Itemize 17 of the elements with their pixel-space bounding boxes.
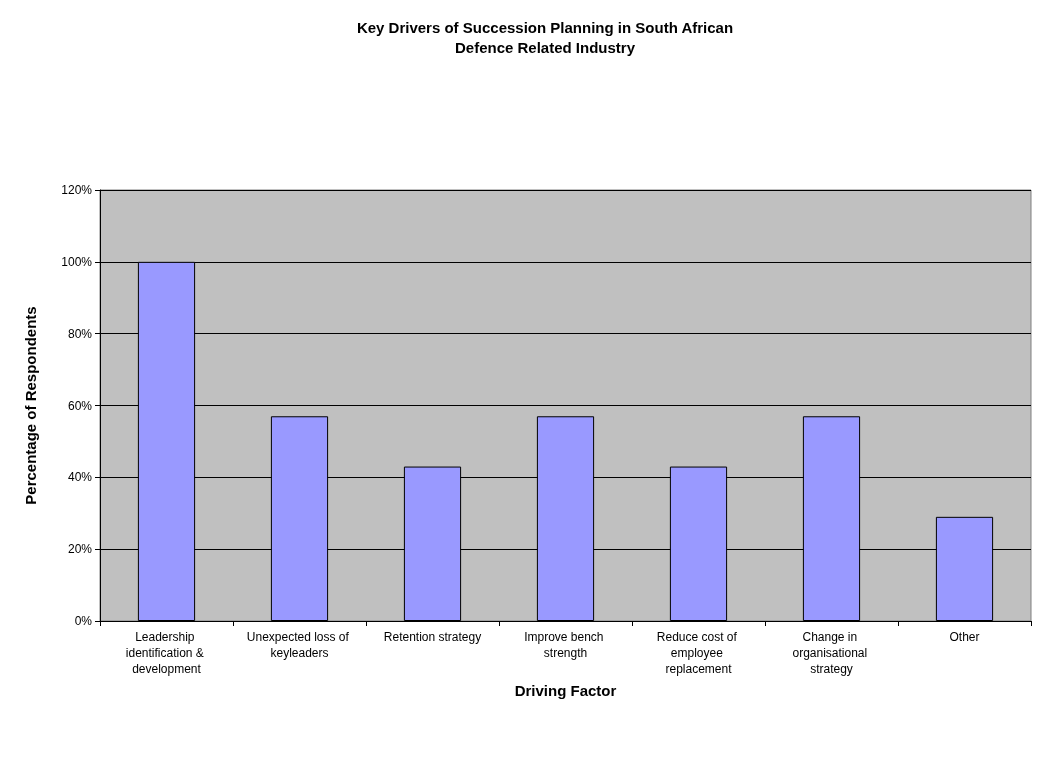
y-tick-label: 120%: [61, 183, 93, 197]
x-tick-label: Reduce cost of employee replacement: [656, 630, 741, 676]
x-tick-label: Leadership identification & development: [125, 630, 208, 676]
y-tick-label: 0%: [74, 614, 93, 628]
y-tick-label: 100%: [61, 254, 93, 269]
y-tick-label: 60%: [67, 398, 93, 413]
y-tick-label: 40%: [67, 470, 93, 485]
y-axis-title: Percentage of Respondents: [22, 306, 39, 505]
y-tick-label: 20%: [67, 542, 93, 557]
x-tick-label: Improve bench strength: [524, 630, 607, 660]
x-tick-label: Change in organisational strategy: [792, 630, 871, 676]
x-axis-title: Driving Factor: [514, 682, 617, 699]
y-tick-label: 80%: [67, 326, 93, 341]
x-tick-label: Other: [949, 630, 980, 644]
chart-title: Key Drivers of Succession Planning in South African Defence Related Industry: [356, 18, 734, 56]
x-tick-label: Unexpected loss of keyleaders: [246, 630, 353, 660]
x-tick-label: Retention strategy: [383, 630, 482, 644]
